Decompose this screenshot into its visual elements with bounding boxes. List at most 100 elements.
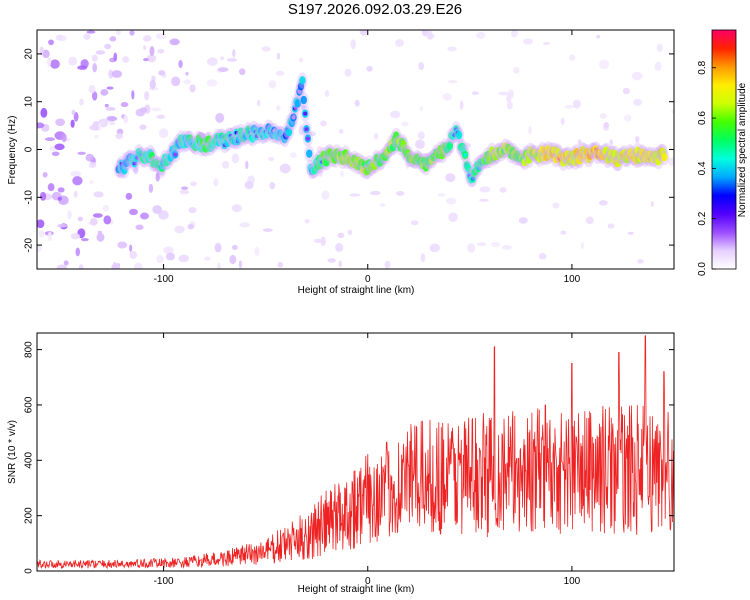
spectrogram-noise-blob [623,114,632,122]
spectrogram-noise-blob [79,98,84,106]
spectrogram-noise-blob [92,91,98,101]
spectrogram-noise-blob [599,113,607,119]
spectrogram-noise-blob [39,46,44,56]
spectrogram-noise-blob [117,241,128,249]
spectrogram-ridge-core [173,152,178,157]
spectrogram-noise-blob [129,30,135,36]
spectrogram-noise-blob [569,54,576,61]
spectrogram-noise-blob [479,198,489,202]
spectrogram-noise-blob [95,50,106,55]
spectrogram-noise-blob [70,233,81,240]
spectrogram-noise-blob [344,68,352,77]
spectrogram-noise-blob [338,129,344,134]
spectrogram-noise-blob [165,252,175,261]
spectrogram-noise-blob [298,57,304,63]
colorbar-tick-label: 0.0 [697,262,708,276]
spectrogram-noise-blob [245,160,249,170]
spectrogram-noise-blob [491,241,501,248]
spectrogram-noise-blob [622,87,630,95]
spectrogram-noise-blob [169,38,180,46]
spectrogram-blobs [37,30,674,269]
spectrogram-noise-blob [239,68,246,76]
spectrogram-noise-blob [459,100,464,110]
spectrogram-noise-blob [213,178,219,187]
spectrogram-noise-blob [269,181,276,190]
spectrogram-noise-blob [77,216,83,222]
snr-ytick-label: 200 [24,507,35,524]
spectrogram-noise-blob [109,36,117,42]
spectrogram-noise-blob [442,93,452,101]
spectrogram-noise-blob [73,190,78,198]
spectrogram-noise-blob [417,131,425,140]
spectrogram-ridge-blob [299,76,306,85]
snr-ytick-label: 800 [24,341,35,358]
spectrogram-noise-blob [650,201,654,208]
spectrogram-ridge-blob [285,127,293,137]
spectrogram-noise-blob [552,202,560,209]
spectrogram-noise-blob [637,259,644,264]
spectrogram-noise-blob [518,217,528,224]
spectrogram-noise-blob [599,59,610,70]
spectrogram-noise-blob [72,176,83,186]
snr-panel: -100 0 100 0 200 400 600 800 Height of straight… [7,332,675,595]
spectrogram-noise-blob [178,60,183,68]
spectrogram-noise-blob [633,99,642,106]
spectrogram-noise-blob [603,121,609,129]
spectrogram-noise-blob [117,172,126,179]
spectrogram-noise-blob [320,120,327,127]
spectrogram-noise-blob [86,30,96,34]
spectrogram-noise-blob [206,79,218,87]
spectrogram-noise-blob [88,85,96,94]
spectrogram-noise-blob [277,261,284,268]
spectrogram-noise-blob [89,218,98,226]
snr-ytick-label: 0 [24,568,35,574]
spectrogram-ridge-core [476,166,481,171]
spectrogram-noise-blob [656,43,663,52]
spectrogram-noise-blob [359,30,368,36]
spectrogram-noise-blob [123,114,129,124]
colorbar-bar [711,29,737,270]
spectrogram-noise-blob [37,245,43,253]
spectrogram-ridge-core [219,134,224,139]
spectrogram-noise-blob [506,100,513,110]
spectrogram-noise-blob [231,204,242,212]
spectrogram-noise-blob [476,31,486,40]
spectrogram-noise-blob [215,112,225,123]
spectrogram-ylabel: Frequency (Hz) [7,116,18,185]
spectrogram-noise-blob [54,143,65,151]
spectrogram-noise-blob [338,260,343,268]
spectrogram-noise-blob [238,260,243,269]
spectrogram-noise-blob [148,183,154,193]
spectrogram-noise-blob [129,250,138,259]
spectrogram-noise-blob [129,244,133,252]
spectrogram-noise-blob [261,46,271,52]
colorbar-tick-label: 0.8 [697,60,708,74]
snr-ytick-label: 600 [24,396,35,413]
spectrogram-noise-blob [239,222,250,228]
spectrogram-noise-blob [158,210,169,220]
spectrogram-noise-blob [178,254,189,263]
spectrogram-noise-blob [419,106,424,112]
spectrogram-ridge-blob [393,131,400,140]
spectrogram-noise-blob [654,61,662,72]
spectrogram-noise-blob [671,109,674,114]
spectrogram-noise-blob [635,136,640,143]
spectrogram-noise-blob [420,253,426,263]
spectrogram-noise-blob [151,107,162,112]
spectrogram-background [37,30,674,269]
spectrogram-ridge-core [440,153,445,158]
spectrogram-noise-blob [580,242,584,250]
spectrogram-noise-blob [380,203,386,207]
spectrogram-noise-blob [226,58,238,62]
spectrogram-noise-blob [158,128,169,138]
spectrogram-noise-blob [149,79,156,90]
spectrogram-noise-blob [135,224,144,230]
snr-xtick-label: 0 [365,576,371,587]
snr-xtick-label: -100 [154,576,174,587]
spectrogram-noise-blob [446,197,457,205]
spectrogram-noise-blob [542,41,551,46]
spectrogram-noise-blob [39,191,47,201]
spectrogram-noise-blob [156,114,166,119]
spectrogram-noise-blob [181,186,189,190]
spectrogram-noise-blob [304,219,310,224]
